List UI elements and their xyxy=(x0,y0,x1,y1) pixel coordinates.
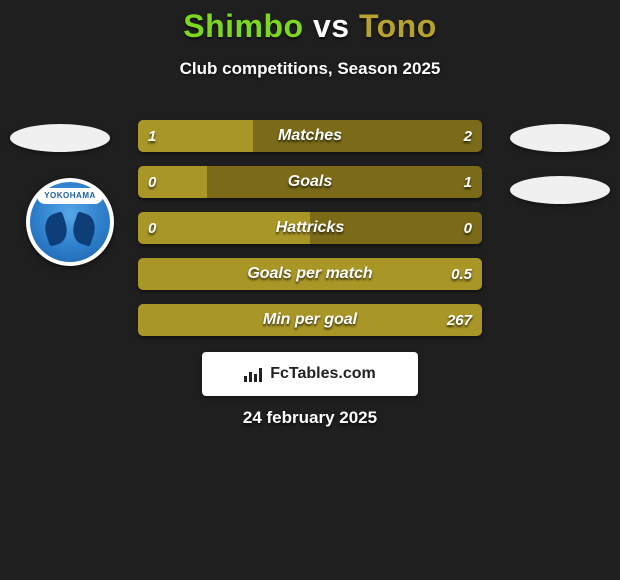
date-text: 24 february 2025 xyxy=(0,408,620,428)
player2-name: Tono xyxy=(359,8,437,44)
team-crest: YOKOHAMA xyxy=(26,178,114,266)
stat-bar: 12Matches xyxy=(138,120,482,152)
bar-label: Matches xyxy=(138,120,482,152)
brand-text: FcTables.com xyxy=(270,365,376,383)
stat-bar: 01Goals xyxy=(138,166,482,198)
vs-text: vs xyxy=(313,8,350,44)
player1-name: Shimbo xyxy=(183,8,303,44)
chart-icon xyxy=(244,366,264,382)
subtitle: Club competitions, Season 2025 xyxy=(0,59,620,79)
team-crest-wings xyxy=(43,214,97,250)
infographic: Shimbo vs Tono Club competitions, Season… xyxy=(0,0,620,580)
stat-bar: 00Hattricks xyxy=(138,212,482,244)
right-placeholder-oval-1 xyxy=(510,124,610,152)
bar-label: Min per goal xyxy=(138,304,482,336)
stat-bar: 0.5Goals per match xyxy=(138,258,482,290)
right-placeholder-oval-2 xyxy=(510,176,610,204)
team-crest-text: YOKOHAMA xyxy=(37,188,103,204)
brand-badge: FcTables.com xyxy=(202,352,418,396)
stat-bar: 267Min per goal xyxy=(138,304,482,336)
team-crest-inner: YOKOHAMA xyxy=(30,182,110,262)
stat-bars: 12Matches 01Goals 00Hattricks 0.5Goals per … xyxy=(138,120,482,350)
bar-label: Goals per match xyxy=(138,258,482,290)
left-placeholder-oval xyxy=(10,124,110,152)
bar-label: Hattricks xyxy=(138,212,482,244)
bar-label: Goals xyxy=(138,166,482,198)
page-title: Shimbo vs Tono xyxy=(0,0,620,45)
